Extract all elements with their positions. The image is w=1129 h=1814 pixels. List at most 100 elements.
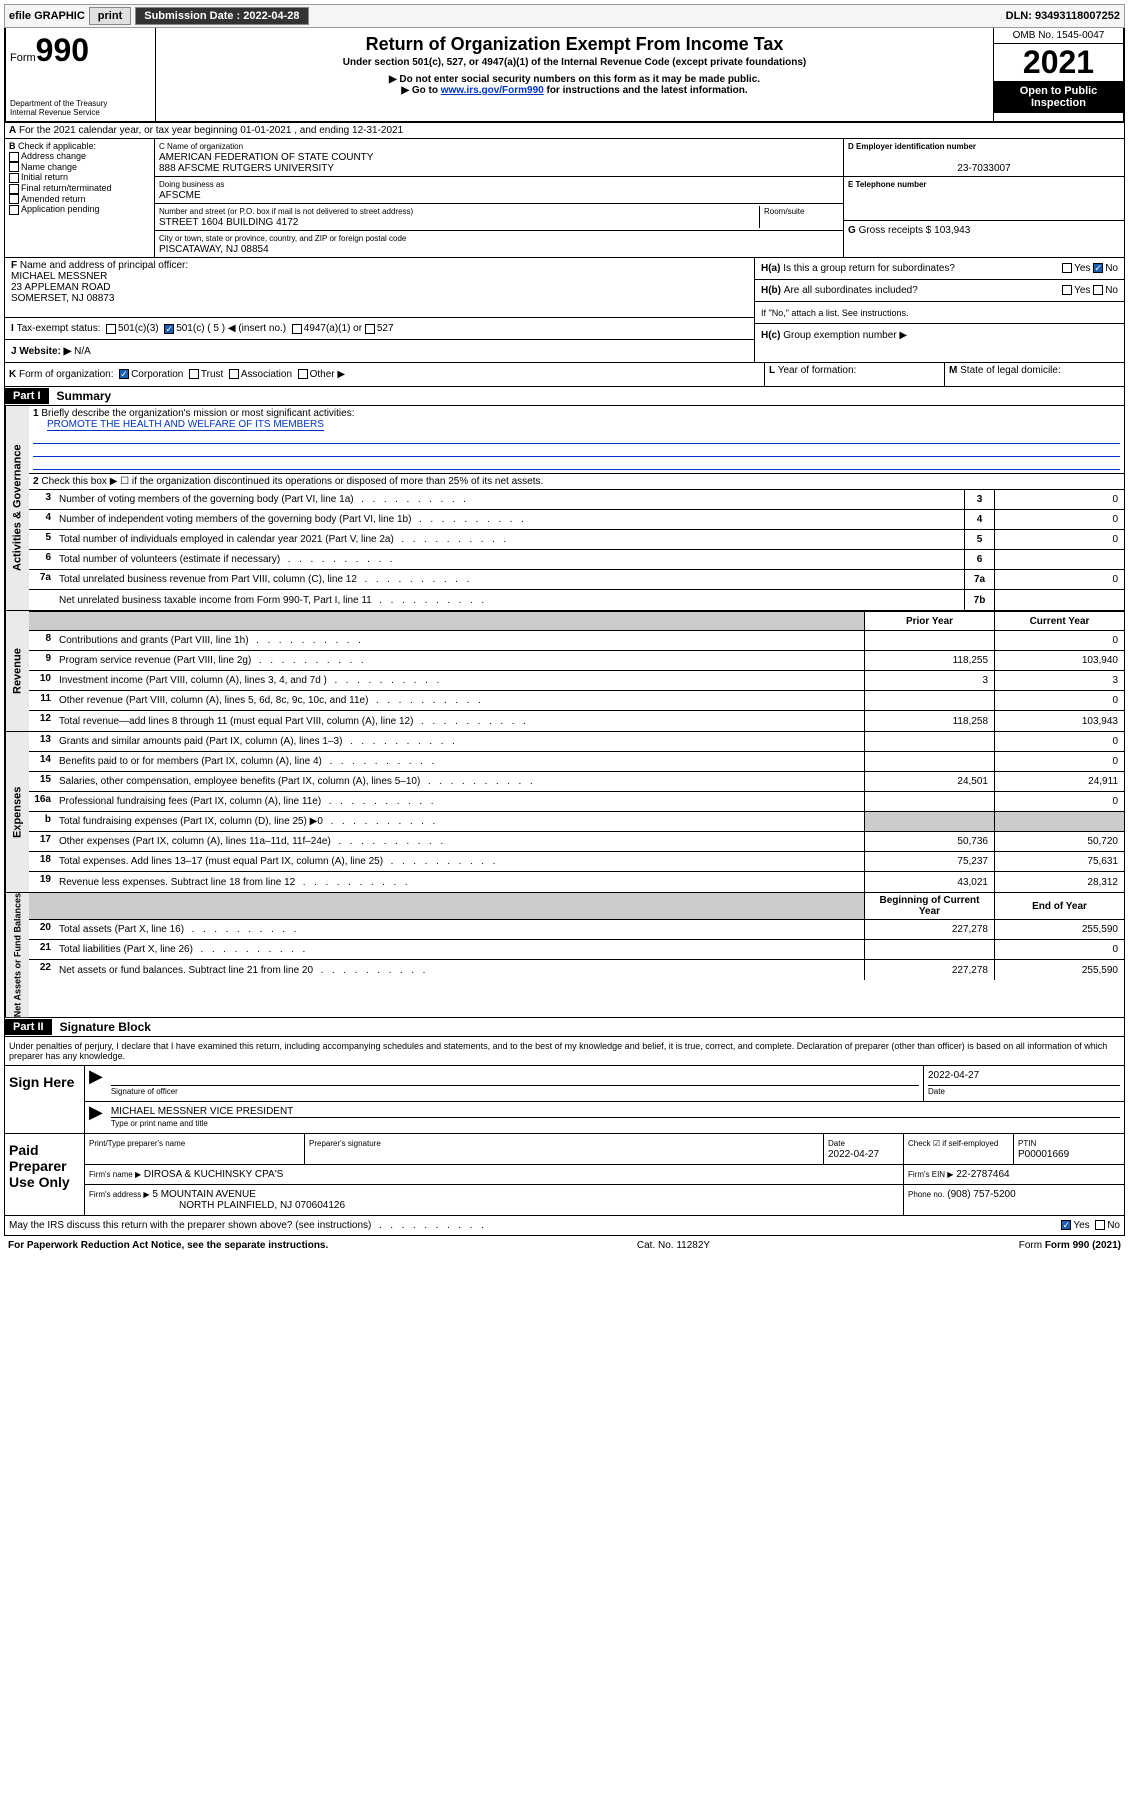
firm-ein: 22-2787464 xyxy=(956,1169,1009,1180)
ha-yes: Yes xyxy=(1074,263,1090,274)
current-val: 75,631 xyxy=(994,852,1124,871)
val-box: 0 xyxy=(994,490,1124,509)
checkbox-4947[interactable] xyxy=(292,324,302,334)
checkbox-527[interactable] xyxy=(365,324,375,334)
section-a-text: For the 2021 calendar year, or tax year … xyxy=(19,125,403,136)
print-button[interactable]: print xyxy=(89,7,131,25)
line-text: Other expenses (Part IX, column (A), lin… xyxy=(55,832,864,851)
form-title: Return of Organization Exempt From Incom… xyxy=(164,34,985,55)
m-label: M xyxy=(949,365,957,376)
checkbox-hb-yes[interactable] xyxy=(1062,285,1072,295)
checkbox-corp[interactable] xyxy=(119,369,129,379)
part1-title: Summary xyxy=(49,387,120,405)
org-name-label: C Name of organization xyxy=(159,142,243,151)
table-row: 8 Contributions and grants (Part VIII, l… xyxy=(29,631,1124,651)
checkbox-address-change[interactable] xyxy=(9,152,19,162)
val-box xyxy=(994,550,1124,569)
line-text: Number of independent voting members of … xyxy=(55,510,964,529)
line-text: Total revenue—add lines 8 through 11 (mu… xyxy=(55,711,864,731)
checkbox-app-pending[interactable] xyxy=(9,205,19,215)
cb-label-2: Initial return xyxy=(21,172,68,182)
prep-date-label: Date xyxy=(828,1139,845,1148)
dba-value: AFSCME xyxy=(159,190,201,201)
table-row: 18 Total expenses. Add lines 13–17 (must… xyxy=(29,852,1124,872)
table-row: 10 Investment income (Part VIII, column … xyxy=(29,671,1124,691)
goto-prefix: ▶ Go to xyxy=(401,85,440,96)
current-val: 0 xyxy=(994,691,1124,710)
line-no: 18 xyxy=(29,852,55,871)
ptin-value: P00001669 xyxy=(1018,1149,1069,1160)
checkbox-name-change[interactable] xyxy=(9,162,19,172)
ha-text: Is this a group return for subordinates? xyxy=(783,263,955,274)
line-text: Benefits paid to or for members (Part IX… xyxy=(55,752,864,771)
current-val xyxy=(994,812,1124,831)
m-text: State of legal domicile: xyxy=(960,365,1061,376)
line-no xyxy=(29,590,55,610)
phone-no: (908) 757-5200 xyxy=(947,1189,1015,1200)
val-box: 0 xyxy=(994,510,1124,529)
checkbox-ha-no[interactable] xyxy=(1093,263,1103,273)
current-val: 50,720 xyxy=(994,832,1124,851)
firm-name: DIROSA & KUCHINSKY CPA'S xyxy=(144,1169,283,1180)
end-year-header: End of Year xyxy=(994,893,1124,919)
l-text: Year of formation: xyxy=(778,365,857,376)
line-no: 12 xyxy=(29,711,55,731)
submission-date-button[interactable]: Submission Date : 2022-04-28 xyxy=(135,7,308,25)
dln-label: DLN: 93493118007252 xyxy=(1006,10,1120,22)
opt-trust: Trust xyxy=(201,369,223,380)
table-row: 22 Net assets or fund balances. Subtract… xyxy=(29,960,1124,980)
checkbox-final-return[interactable] xyxy=(9,184,19,194)
prep-sig-label: Preparer's signature xyxy=(309,1139,381,1148)
table-row: 11 Other revenue (Part VIII, column (A),… xyxy=(29,691,1124,711)
current-year-header: Current Year xyxy=(994,612,1124,630)
checkbox-ha-yes[interactable] xyxy=(1062,263,1072,273)
checkbox-assoc[interactable] xyxy=(229,369,239,379)
form-subtitle1: Under section 501(c), 527, or 4947(a)(1)… xyxy=(164,57,985,68)
checkbox-irs-yes[interactable] xyxy=(1061,1220,1071,1230)
arrow-icon: ▶ xyxy=(85,1066,107,1101)
section-fh: F Name and address of principal officer:… xyxy=(4,258,1125,363)
current-val: 255,590 xyxy=(994,960,1124,980)
current-val: 0 xyxy=(994,752,1124,771)
cb-label-5: Application pending xyxy=(21,204,100,214)
line-no: 13 xyxy=(29,732,55,751)
prior-val: 118,258 xyxy=(864,711,994,731)
f-text: Name and address of principal officer: xyxy=(20,260,188,271)
revenue-section: Revenue Prior Year Current Year 8 Contri… xyxy=(4,611,1125,732)
checkbox-501c[interactable] xyxy=(164,324,174,334)
prior-val: 227,278 xyxy=(864,920,994,939)
box-b-label: B xyxy=(9,141,16,151)
checkbox-initial-return[interactable] xyxy=(9,173,19,183)
expenses-section: Expenses 13 Grants and similar amounts p… xyxy=(4,732,1125,893)
part2-header-row: Part II Signature Block xyxy=(4,1018,1125,1037)
line-text: Number of voting members of the governin… xyxy=(55,490,964,509)
table-row: 9 Program service revenue (Part VIII, li… xyxy=(29,651,1124,671)
checkbox-501c3[interactable] xyxy=(106,324,116,334)
line-text: Total unrelated business revenue from Pa… xyxy=(55,570,964,589)
form-number: 990 xyxy=(36,32,89,68)
addr-label: Number and street (or P.O. box if mail i… xyxy=(159,207,413,216)
paid-preparer-section: Paid Preparer Use Only Print/Type prepar… xyxy=(4,1134,1125,1216)
addr-value: STREET 1604 BUILDING 4172 xyxy=(159,217,298,228)
opt-assoc: Association xyxy=(241,369,292,380)
num-box: 4 xyxy=(964,510,994,529)
arrow-icon-2: ▶ xyxy=(85,1102,107,1133)
checkbox-irs-no[interactable] xyxy=(1095,1220,1105,1230)
prior-val xyxy=(864,752,994,771)
line-text: Net unrelated business taxable income fr… xyxy=(55,590,964,610)
section-a: A For the 2021 calendar year, or tax yea… xyxy=(4,123,1125,139)
checkbox-other[interactable] xyxy=(298,369,308,379)
vert-expenses: Expenses xyxy=(5,732,29,892)
table-row: Net unrelated business taxable income fr… xyxy=(29,590,1124,610)
form-subtitle2: ▶ Do not enter social security numbers o… xyxy=(164,74,985,85)
checkbox-amended[interactable] xyxy=(9,194,19,204)
checkbox-trust[interactable] xyxy=(189,369,199,379)
line-no: 4 xyxy=(29,510,55,529)
checkbox-hb-no[interactable] xyxy=(1093,285,1103,295)
line-no: 22 xyxy=(29,960,55,980)
instructions-link[interactable]: www.irs.gov/Form990 xyxy=(441,85,544,96)
k-label: K xyxy=(9,369,16,380)
section-bcd: B Check if applicable: Address change Na… xyxy=(4,139,1125,258)
prior-val xyxy=(864,792,994,811)
line-no: 20 xyxy=(29,920,55,939)
